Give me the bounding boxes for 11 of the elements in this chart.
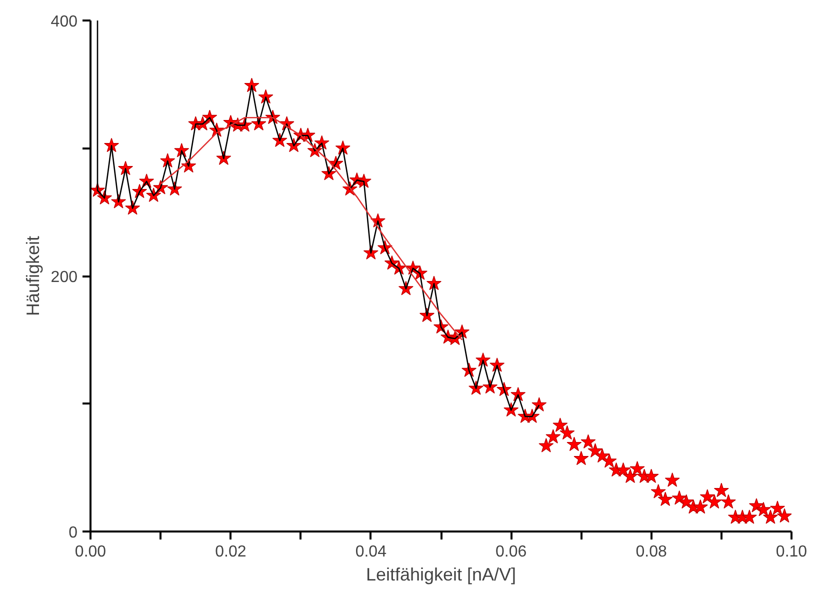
y-tick-label: 400 [50, 14, 78, 30]
x-tick-label: 0.06 [496, 544, 527, 560]
x-tick-label: 0.10 [776, 544, 808, 560]
y-tick-label: 200 [50, 269, 78, 286]
x-tick-label: 0.02 [215, 544, 246, 560]
x-axis-title: Leitfähigkeit [nA/V] [366, 564, 516, 584]
y-axis-title: Häufigkeit [22, 236, 43, 316]
y-tick-label: 0 [68, 524, 78, 542]
x-tick-label: 0.08 [636, 544, 667, 560]
x-tick-label: 0.04 [355, 544, 387, 560]
x-tick-label: 0.00 [74, 544, 106, 560]
